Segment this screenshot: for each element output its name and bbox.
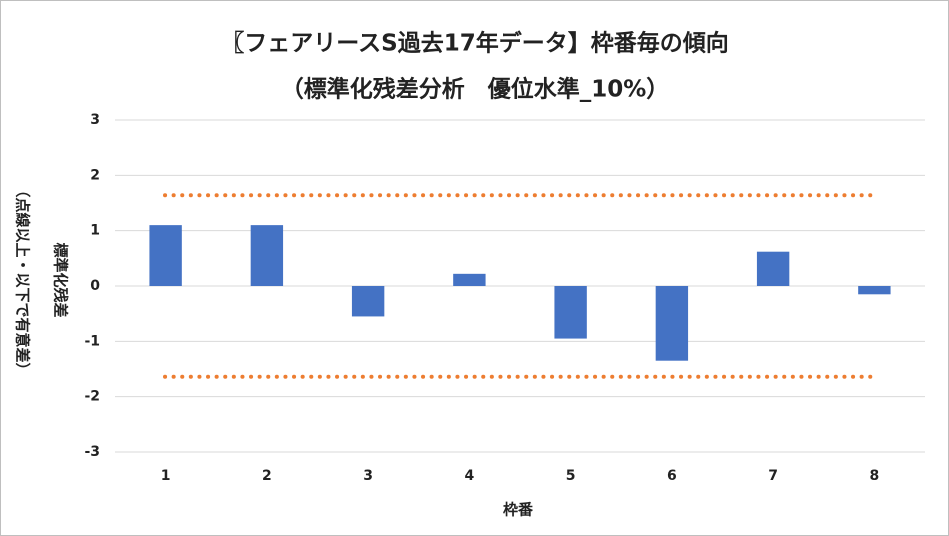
x-tick-label: 5 <box>566 468 576 484</box>
bar <box>453 273 486 286</box>
bar <box>351 286 385 317</box>
bar <box>250 225 284 286</box>
bar <box>756 251 790 286</box>
bar <box>554 286 587 339</box>
y-tick-label: 3 <box>90 112 100 128</box>
x-tick-label: 4 <box>465 468 475 484</box>
chart-subtitle: （標準化残差分析 優位水準_10%） <box>281 76 670 103</box>
x-axis-label: 枠番 <box>503 501 534 519</box>
chart-title: 〖フェアリースS過去17年データ】枠番毎の傾向 <box>221 30 728 57</box>
y-tick-label: 1 <box>90 223 100 239</box>
x-tick-label: 8 <box>870 468 880 484</box>
x-tick-label: 7 <box>768 468 778 484</box>
x-tick-label: 3 <box>363 468 373 484</box>
x-tick-label: 6 <box>667 468 677 484</box>
bar <box>149 225 182 286</box>
y-axis-label: 標準化残差 <box>52 242 70 317</box>
y-tick-label: -3 <box>84 444 100 460</box>
x-tick-label: 1 <box>161 468 171 484</box>
y-tick-label: 0 <box>90 278 100 294</box>
bar <box>858 286 891 295</box>
y-tick-label: -1 <box>84 333 100 349</box>
y-tick-label: 2 <box>90 167 100 183</box>
bar <box>655 286 689 361</box>
y-axis-label: （点線以上・以下で有意差） <box>14 182 32 377</box>
x-tick-label: 2 <box>262 468 272 484</box>
y-tick-label: -2 <box>84 389 100 405</box>
